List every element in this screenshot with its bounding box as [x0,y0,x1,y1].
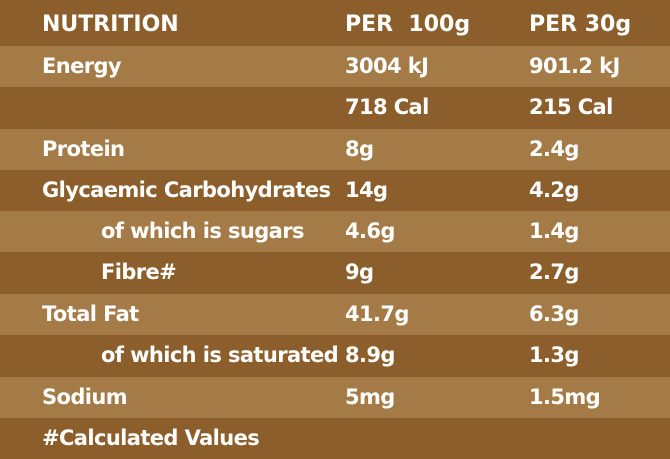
row-per-100g: 14g [345,178,388,202]
row-per-30g: 2.7g [529,260,579,284]
calculated-values-note: #Calculated Values [42,426,260,450]
table-row: Protein 8g 2.4g [0,129,670,170]
row-label: Energy [42,54,122,78]
table-row: Fibre# 9g 2.7g [0,252,670,293]
row-per-30g: 901.2 kJ [529,54,620,78]
table-row: Energy 3004 kJ 901.2 kJ [0,46,670,87]
row-per-30g: 1.4g [529,219,579,243]
table-row: of which is saturated 8.9g 1.3g [0,335,670,376]
table-row: Sodium 5mg 1.5mg [0,377,670,418]
row-per-100g: 8.9g [345,343,395,367]
row-label: Protein [42,137,125,161]
row-per-100g: 9g [345,260,374,284]
header-per-100g: PER 100g [345,12,471,37]
row-per-30g: 1.5mg [529,385,601,409]
row-per-30g: 1.3g [529,343,579,367]
table-header: NUTRITION PER 100g PER 30g [0,4,670,45]
row-per-100g: 41.7g [345,302,409,326]
row-label: Glycaemic Carbohydrates [42,178,331,202]
footer-note-row: #Calculated Values [0,418,670,459]
header-nutrition: NUTRITION [42,12,179,37]
table-row: of which is sugars 4.6g 1.4g [0,211,670,252]
header-per-30g: PER 30g [529,12,632,37]
row-per-100g: 3004 kJ [345,54,429,78]
row-per-30g: 2.4g [529,137,579,161]
row-per-100g: 5mg [345,385,395,409]
row-per-30g: 215 Cal [529,95,613,119]
row-label: Total Fat [42,302,139,326]
table-row: Glycaemic Carbohydrates 14g 4.2g [0,170,670,211]
row-per-100g: 718 Cal [345,95,429,119]
row-per-100g: 4.6g [345,219,395,243]
row-label: Fibre# [101,260,177,284]
row-label: Sodium [42,385,128,409]
row-per-30g: 6.3g [529,302,579,326]
row-label: of which is saturated [101,343,339,367]
table-row: Total Fat 41.7g 6.3g [0,294,670,335]
row-per-100g: 8g [345,137,374,161]
row-label: of which is sugars [101,219,304,243]
table-row: 718 Cal 215 Cal [0,87,670,128]
row-per-30g: 4.2g [529,178,579,202]
